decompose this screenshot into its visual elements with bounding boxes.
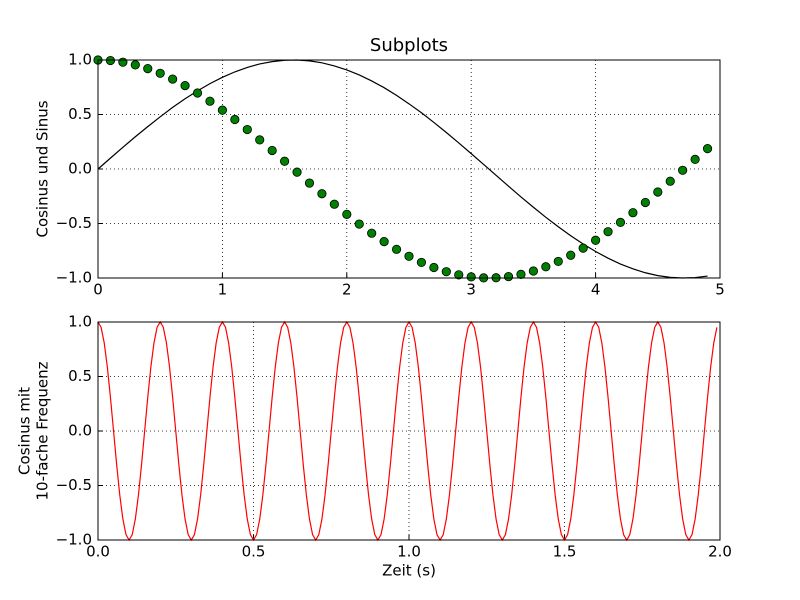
marker [690, 154, 700, 165]
plot-area [98, 60, 720, 278]
x-tick-label: 2 [342, 281, 352, 299]
marker [590, 235, 601, 245]
y-tick-label: 1.0 [68, 313, 92, 331]
marker [541, 262, 551, 272]
marker [404, 251, 414, 261]
marker [528, 266, 539, 276]
marker [391, 244, 402, 254]
marker [665, 176, 675, 186]
marker [578, 243, 588, 253]
marker [354, 219, 364, 229]
marker [640, 197, 650, 208]
marker [678, 165, 688, 175]
marker [466, 272, 476, 282]
marker [242, 124, 252, 135]
y-tick-label: −1.0 [56, 531, 92, 549]
marker [615, 217, 626, 228]
y-tick-label: 0.0 [68, 160, 92, 178]
x-tick-label: 4 [591, 281, 601, 299]
marker [130, 60, 140, 70]
y-tick-label: 0.5 [68, 105, 92, 123]
plot-frame [97, 59, 721, 279]
y-tick-label: 0.0 [68, 422, 92, 440]
marker [255, 135, 265, 145]
marker [454, 270, 464, 280]
marker [553, 256, 563, 267]
y-tick-label: 0.5 [68, 367, 92, 385]
x-tick-label: 0.0 [86, 543, 110, 561]
x-tick-label: 1.5 [553, 543, 577, 561]
marker [168, 74, 178, 84]
x-tick-label: 1 [218, 281, 228, 299]
y-tick-label: 1.0 [68, 51, 92, 69]
marker [503, 271, 514, 282]
plot-frame [97, 321, 721, 541]
x-axis-label: Zeit (s) [382, 562, 436, 580]
x-tick-label: 0.5 [242, 543, 266, 561]
marker [267, 145, 277, 156]
x-tick-label: 2.0 [708, 543, 732, 561]
marker [118, 57, 128, 67]
marker [329, 199, 339, 209]
marker [628, 208, 638, 218]
marker [441, 267, 451, 277]
marker [379, 236, 389, 247]
x-tick-label: 0 [93, 281, 103, 299]
marker [155, 68, 165, 78]
marker [342, 209, 352, 219]
y-axis-label: Cosinus und Sinus [34, 100, 52, 237]
y-tick-label: −0.5 [56, 476, 92, 494]
marker [180, 81, 190, 91]
marker [429, 262, 439, 273]
marker [279, 156, 290, 166]
marker [566, 250, 576, 260]
marker [367, 228, 377, 238]
x-tick-label: 3 [466, 281, 476, 299]
marker [143, 64, 153, 74]
marker [702, 144, 713, 154]
y-tick-label: −1.0 [56, 269, 92, 287]
y-axis-label: 10-fache Frequenz [34, 361, 52, 500]
x-tick-label: 5 [715, 281, 725, 299]
chart-title: Subplots [370, 35, 448, 56]
marker [105, 55, 116, 66]
marker [603, 227, 613, 237]
y-tick-label: −0.5 [56, 214, 92, 232]
marker [516, 269, 526, 280]
marker [653, 187, 663, 197]
marker [192, 88, 203, 98]
marker [317, 189, 327, 199]
marker [416, 257, 427, 268]
data-line [97, 320, 718, 542]
marker [230, 114, 240, 125]
x-tick-label: 1.0 [397, 543, 421, 561]
marker [304, 178, 315, 188]
marker [217, 105, 227, 115]
marker [292, 167, 302, 177]
y-axis-label: Cosinus mit [16, 387, 34, 475]
marker [205, 96, 215, 106]
